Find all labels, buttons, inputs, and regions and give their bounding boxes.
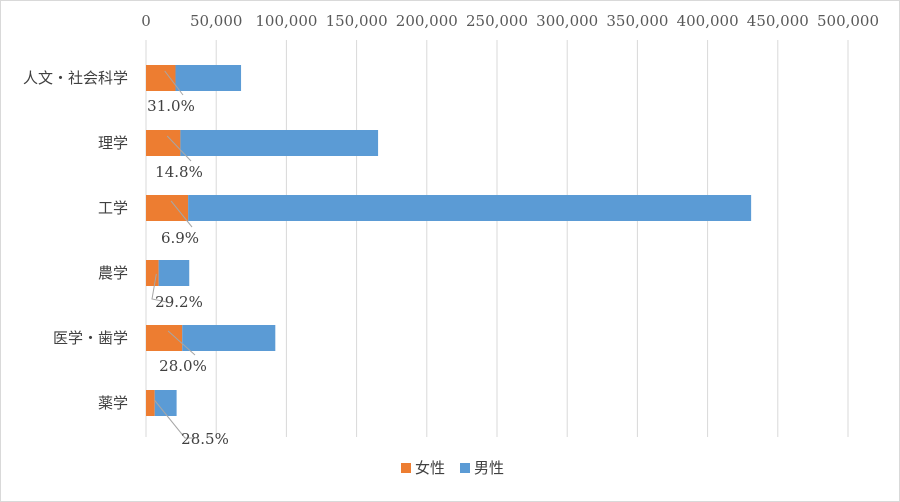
legend-label: 女性	[415, 459, 445, 477]
leader-line	[170, 200, 193, 228]
x-tick-label: 450,000	[747, 12, 809, 30]
x-tick-label: 50,000	[190, 12, 243, 30]
category-label: 農学	[98, 264, 128, 282]
legend: 女性 男性	[401, 459, 504, 477]
legend-swatch-female	[401, 463, 411, 473]
bar-male	[188, 195, 752, 221]
x-tick-label: 500,000	[817, 12, 879, 30]
percentage-label: 28.0%	[159, 357, 207, 375]
x-tick-label: 300,000	[536, 12, 598, 30]
category-label: 工学	[98, 199, 128, 217]
bar-female	[146, 65, 176, 91]
x-tick-label: 0	[141, 12, 151, 30]
bar-male	[154, 390, 177, 416]
bar-female	[146, 260, 159, 286]
percentage-label: 29.2%	[155, 293, 203, 311]
x-tick-label: 100,000	[255, 12, 317, 30]
bars	[146, 65, 752, 416]
legend-label: 男性	[474, 459, 504, 477]
x-tick-label: 200,000	[396, 12, 458, 30]
leader-lines	[151, 70, 196, 439]
percentage-labels: 31.0% 14.8% 6.9% 29.2% 28.0% 28.5%	[147, 97, 229, 448]
leader-line	[166, 135, 192, 162]
bar-female	[146, 195, 189, 221]
category-label: 薬学	[98, 394, 128, 412]
legend-swatch-male	[460, 463, 470, 473]
category-label: 人文・社会科学	[23, 69, 128, 87]
x-tick-label: 150,000	[326, 12, 388, 30]
percentage-label: 6.9%	[161, 229, 199, 247]
percentage-label: 31.0%	[147, 97, 195, 115]
bar-female	[146, 390, 155, 416]
bar-male	[180, 130, 379, 156]
category-label: 医学・歯学	[53, 329, 128, 347]
leader-line	[151, 273, 168, 303]
bar-male	[158, 260, 190, 286]
bar-male	[175, 65, 242, 91]
x-tick-label: 250,000	[466, 12, 528, 30]
percentage-label: 28.5%	[181, 430, 229, 448]
leader-line	[164, 70, 184, 96]
bar-female	[146, 325, 183, 351]
bar-female	[146, 130, 181, 156]
category-label: 理学	[98, 134, 128, 152]
percentage-label: 14.8%	[155, 163, 203, 181]
x-axis-ticks: 0 50,000 100,000 150,000 200,000 250,000 300,0…	[141, 12, 879, 30]
gridlines	[145, 40, 849, 437]
leader-line	[167, 330, 196, 356]
bar-male	[182, 325, 276, 351]
leader-line	[153, 399, 195, 439]
x-tick-label: 400,000	[677, 12, 739, 30]
x-tick-label: 350,000	[606, 12, 668, 30]
